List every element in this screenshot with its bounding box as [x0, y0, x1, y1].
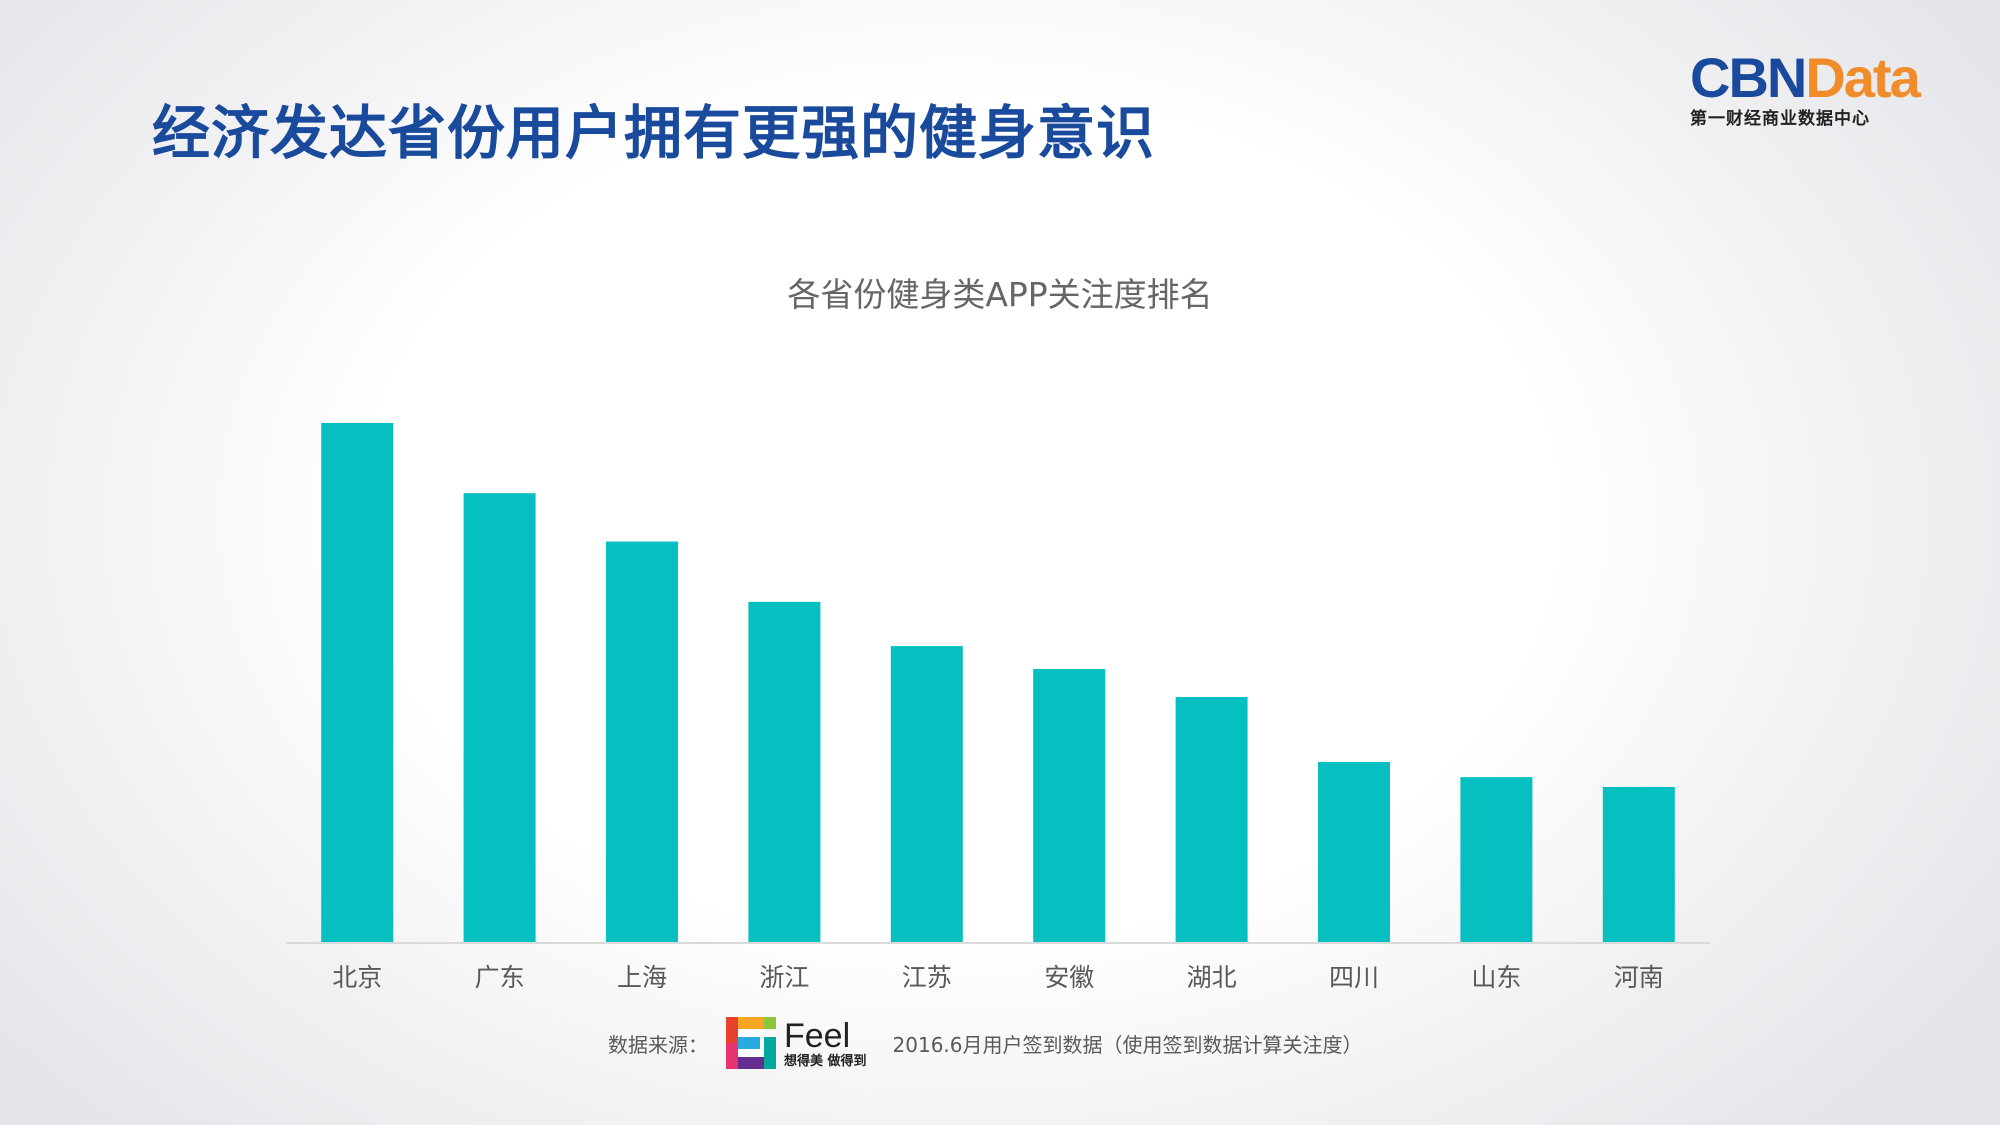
bar-4: [890, 646, 963, 943]
bar-chart: 北京 广东 上海 浙江 江苏 安徽 湖北 四川 山东 河南: [286, 423, 1710, 992]
feel-slogan: 想得美 做得到: [784, 1053, 867, 1069]
bar-1: [463, 493, 536, 943]
bar-9: [1602, 787, 1675, 943]
bar-2: [606, 541, 678, 943]
x-tick-label: 安徽: [1044, 963, 1094, 992]
x-tick-label: 河南: [1614, 963, 1664, 992]
source-label: 数据来源：: [608, 1032, 708, 1057]
logo-data-text: Data: [1805, 46, 1920, 109]
x-tick-label: 上海: [617, 963, 667, 992]
bar-5: [1033, 668, 1106, 943]
chart-title: 各省份健身类APP关注度排名: [787, 275, 1213, 314]
bars-group: [321, 423, 1675, 943]
x-tick-label: 湖北: [1187, 963, 1237, 992]
feel-name: Feel: [784, 1016, 851, 1055]
x-tick-label: 广东: [475, 963, 525, 992]
x-tick-label: 北京: [332, 963, 382, 992]
bar-8: [1460, 777, 1533, 943]
bar-0: [321, 423, 394, 943]
data-source: 数据来源： Feel 想得美 做得到 2016.6月用户签到数据（使用签到数据计…: [608, 1012, 1363, 1074]
logo-cbn-text: CBN: [1690, 46, 1807, 109]
cbndata-logo: CBNData 第一财经商业数据中心: [1690, 48, 1940, 130]
x-tick-label: 山东: [1471, 963, 1521, 992]
logo-wordmark: CBNData: [1690, 48, 1940, 108]
feel-logo: Feel 想得美 做得到: [726, 1017, 867, 1069]
bar-7: [1318, 762, 1390, 943]
bar-6: [1175, 697, 1248, 943]
x-tick-label: 四川: [1329, 963, 1379, 992]
x-tick-label: 江苏: [902, 963, 952, 992]
x-tick-label: 浙江: [759, 963, 809, 992]
x-axis-labels: 北京 广东 上海 浙江 江苏 安徽 湖北 四川 山东 河南: [332, 963, 1664, 992]
source-note: 2016.6月用户签到数据（使用签到数据计算关注度）: [892, 1032, 1363, 1057]
bar-3: [748, 601, 821, 943]
feel-logo-icon: [726, 1017, 776, 1069]
page-title: 经济发达省份用户拥有更强的健身意识: [152, 99, 1156, 167]
logo-subtitle: 第一财经商业数据中心: [1690, 109, 1870, 129]
